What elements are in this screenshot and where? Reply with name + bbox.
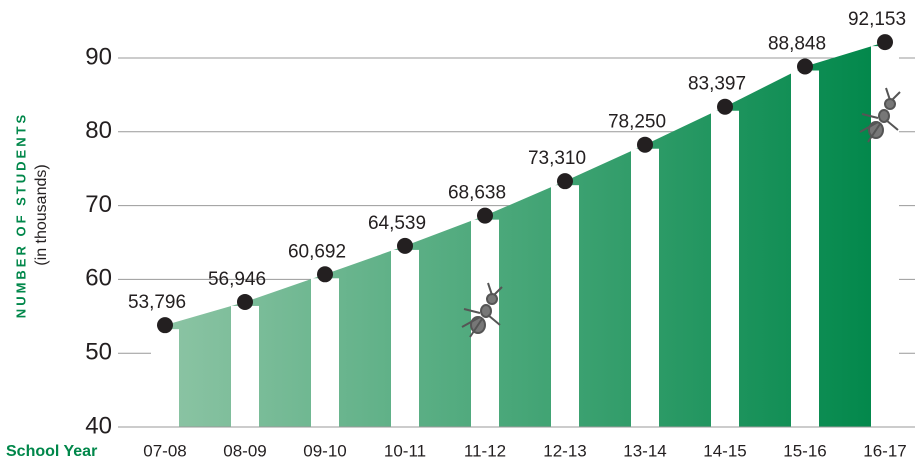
column-gap — [791, 70, 819, 427]
value-label: 56,946 — [208, 269, 266, 290]
column-gap — [231, 305, 259, 427]
data-point — [877, 34, 893, 51]
y-axis-sublabel: (in thousands) — [33, 164, 50, 265]
ant-legs — [461, 282, 503, 338]
column-gap — [311, 278, 339, 427]
x-tick-label: 14-15 — [703, 441, 746, 460]
area-group — [151, 42, 899, 428]
x-tick-label: 11-12 — [464, 441, 506, 460]
y-tick-label: 60 — [85, 265, 112, 292]
value-label: 60,692 — [288, 241, 346, 262]
x-tick-label: 07-08 — [143, 441, 186, 460]
data-point — [157, 317, 173, 334]
value-label: 88,848 — [768, 34, 826, 55]
ant-head — [884, 98, 896, 110]
x-tick-label: 13-14 — [623, 441, 666, 460]
column-gap — [391, 249, 419, 427]
value-label: 92,153 — [848, 9, 906, 30]
x-axis-label: School Year — [6, 443, 97, 460]
x-tick-label: 16-17 — [863, 441, 906, 460]
data-point — [237, 293, 253, 310]
ant-icon — [461, 282, 503, 338]
data-point — [637, 136, 653, 153]
y-tick-label: 90 — [85, 43, 112, 70]
y-axis-label: NUMBER OF STUDENTS — [13, 112, 28, 318]
column-gap — [631, 148, 659, 427]
area — [165, 42, 885, 427]
x-tick-label: 10-11 — [384, 441, 426, 460]
grid: 40 50 60 70 80 90 — [85, 43, 915, 439]
ant-icon — [859, 87, 901, 143]
x-tick-label: 09-10 — [303, 441, 346, 460]
value-label: 64,539 — [368, 213, 426, 234]
y-tick-label: 50 — [85, 339, 112, 366]
data-point — [557, 173, 573, 190]
x-tick-label: 15-16 — [783, 441, 826, 460]
value-label: 68,638 — [448, 183, 506, 204]
value-label: 73,310 — [528, 148, 586, 169]
data-point — [717, 98, 733, 115]
x-tick-label: 12-13 — [543, 441, 586, 460]
data-point — [797, 58, 813, 75]
ant-body — [480, 304, 492, 318]
column-gap — [711, 110, 739, 428]
column-gap — [551, 185, 579, 427]
x-tick-label: 08-09 — [223, 441, 266, 460]
value-label: 53,796 — [128, 292, 186, 313]
y-tick-label: 40 — [85, 412, 112, 439]
marks: 53,796 07-08 56,946 08-09 60,692 09-10 64,539 1… — [118, 9, 915, 460]
ant-legs — [859, 87, 901, 143]
y-tick-label: 70 — [85, 191, 112, 218]
data-point — [317, 266, 333, 283]
ant-body — [878, 109, 890, 123]
data-point — [477, 207, 493, 224]
value-label: 83,397 — [688, 74, 746, 95]
data-point — [397, 237, 413, 254]
ant-head — [486, 293, 498, 305]
y-tick-label: 80 — [85, 117, 112, 144]
column-gap — [151, 329, 179, 427]
value-label: 78,250 — [608, 112, 666, 133]
